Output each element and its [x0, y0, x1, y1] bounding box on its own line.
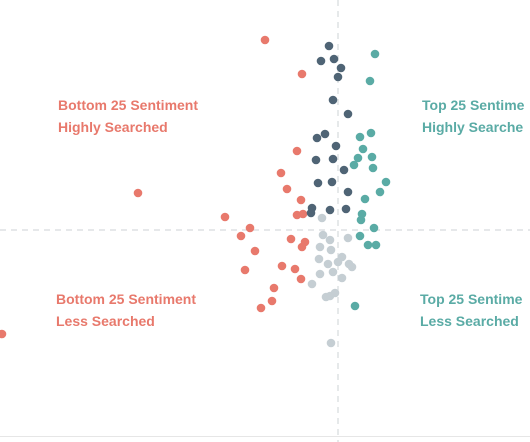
data-point-gray [314, 254, 324, 264]
data-point-coral [297, 242, 307, 252]
data-point-gray [318, 230, 328, 240]
data-point-coral [133, 188, 143, 198]
data-point-coral [260, 35, 270, 45]
data-point-dark [343, 109, 353, 119]
data-point-coral [296, 274, 306, 284]
data-point-dark [316, 56, 326, 66]
data-point-coral [297, 69, 307, 79]
data-point-dark [333, 72, 343, 82]
data-point-gray [325, 235, 335, 245]
data-point-gray [315, 242, 325, 252]
data-point-coral [240, 265, 250, 275]
data-point-dark [341, 204, 351, 214]
data-point-gray [321, 292, 331, 302]
data-point-gray [328, 267, 338, 277]
data-point-coral [0, 329, 7, 339]
data-point-teal [353, 153, 363, 163]
data-point-teal [381, 177, 391, 187]
quadrant-label-line1: Top 25 Sentime [420, 291, 523, 307]
data-point-gray [343, 233, 353, 243]
data-point-coral [296, 195, 306, 205]
data-point-teal [365, 76, 375, 86]
data-point-coral [236, 231, 246, 241]
data-point-teal [366, 128, 376, 138]
data-point-dark [328, 154, 338, 164]
data-point-teal [360, 194, 370, 204]
data-point-coral [267, 296, 277, 306]
data-point-dark [313, 178, 323, 188]
data-point-teal [363, 240, 373, 250]
data-point-teal [368, 163, 378, 173]
data-point-coral [292, 146, 302, 156]
data-point-coral [286, 234, 296, 244]
data-point-dark [331, 141, 341, 151]
data-point-gray [315, 269, 325, 279]
quadrant-label-line1: Top 25 Sentime [422, 97, 525, 113]
quadrant-label-line2: Less Searched [420, 313, 519, 329]
data-point-dark [327, 177, 337, 187]
data-point-teal [355, 132, 365, 142]
quadrant-label-top-highly: Top 25 Sentime Highly Searche [422, 94, 524, 138]
data-point-coral [290, 264, 300, 274]
quadrant-label-bottom-highly: Bottom 25 Sentiment Highly Searched [58, 94, 198, 138]
data-point-coral [276, 168, 286, 178]
data-point-teal [375, 187, 385, 197]
data-point-coral [282, 184, 292, 194]
data-point-teal [350, 301, 360, 311]
data-point-gray [317, 213, 327, 223]
quadrant-label-line1: Bottom 25 Sentiment [58, 97, 199, 113]
data-point-coral [269, 283, 279, 293]
data-point-teal [349, 160, 359, 170]
data-point-dark [306, 208, 316, 218]
data-point-dark [325, 205, 335, 215]
quadrant-label-line2: Highly Searched [58, 119, 168, 135]
data-point-gray [326, 245, 336, 255]
data-point-coral [220, 212, 230, 222]
quadrant-label-bottom-less: Bottom 25 Sentiment Less Searched [56, 288, 196, 332]
quadrant-label-line1: Bottom 25 Sentiment [56, 291, 197, 307]
data-point-teal [356, 215, 366, 225]
data-point-coral [256, 303, 266, 313]
data-point-dark [312, 133, 322, 143]
data-point-teal [358, 144, 368, 154]
bottom-border [0, 436, 530, 437]
data-point-dark [329, 54, 339, 64]
data-point-teal [370, 49, 380, 59]
data-point-gray [307, 279, 317, 289]
quadrant-label-line2: Less Searched [56, 313, 155, 329]
data-point-dark [336, 63, 346, 73]
data-point-dark [328, 95, 338, 105]
data-point-coral [277, 261, 287, 271]
data-point-gray [323, 259, 333, 269]
data-point-gray [337, 273, 347, 283]
data-point-gray [330, 288, 340, 298]
data-point-dark [324, 41, 334, 51]
quadrant-label-top-less: Top 25 Sentime Less Searched [420, 288, 522, 332]
data-point-dark [339, 165, 349, 175]
data-point-coral [298, 209, 308, 219]
quadrant-label-line2: Highly Searche [422, 119, 524, 135]
data-point-dark [343, 187, 353, 197]
data-point-teal [355, 231, 365, 241]
data-point-teal [371, 240, 381, 250]
data-point-gray [333, 257, 343, 267]
data-points [0, 35, 391, 348]
data-point-gray [347, 262, 357, 272]
data-point-dark [320, 129, 330, 139]
data-point-teal [369, 223, 379, 233]
data-point-dark [311, 155, 321, 165]
data-point-teal [367, 152, 377, 162]
data-point-coral [250, 246, 260, 256]
data-point-gray [326, 338, 336, 348]
data-point-coral [245, 223, 255, 233]
